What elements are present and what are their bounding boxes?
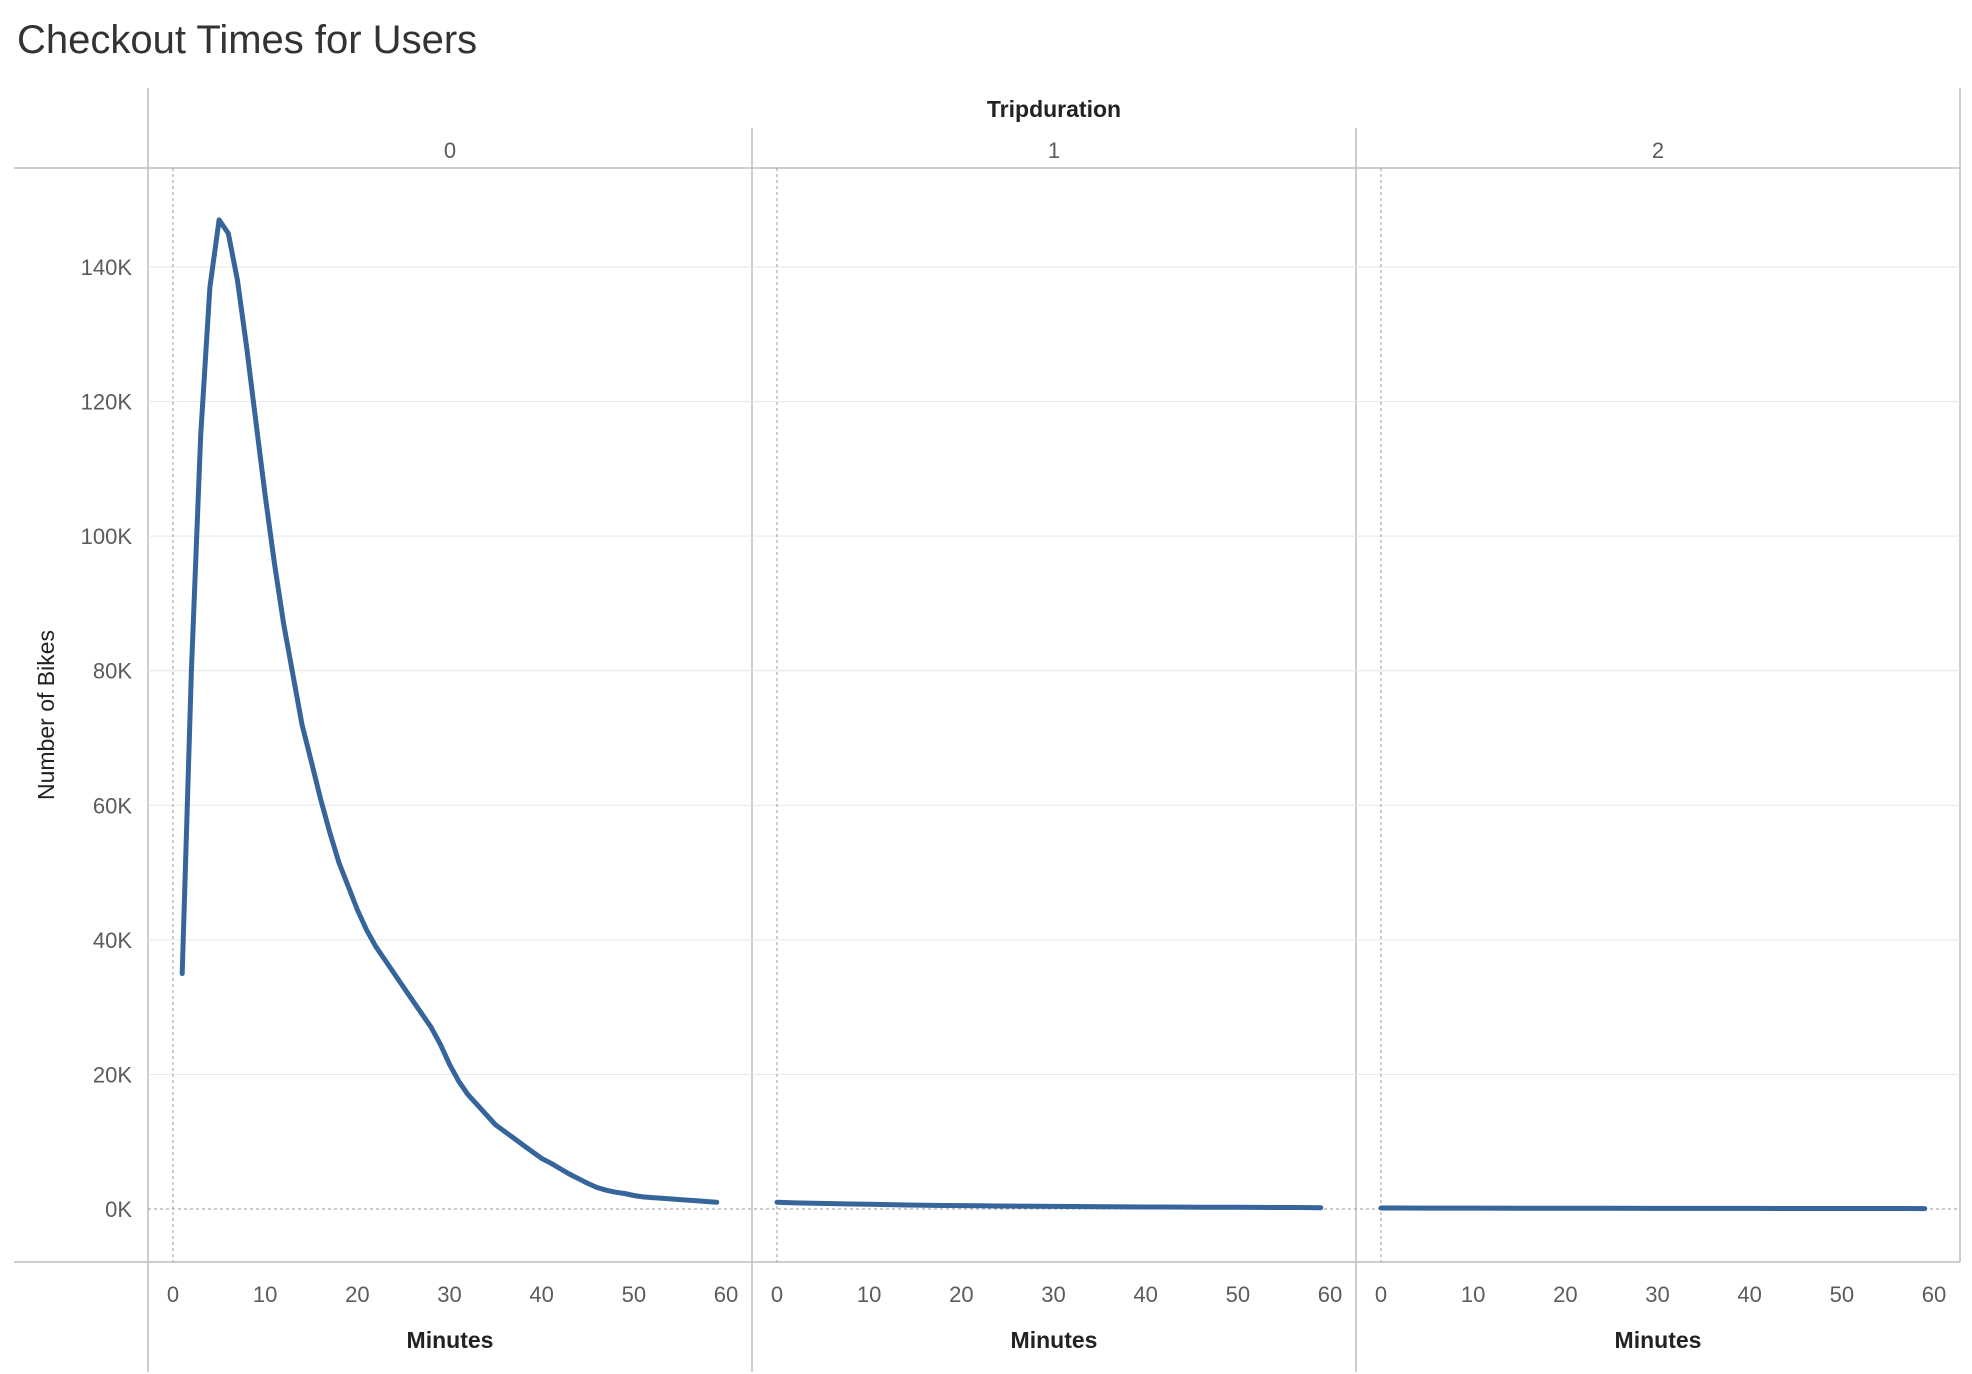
x-tick-label: 20 [1553, 1282, 1577, 1307]
x-tick-label: 60 [714, 1282, 738, 1307]
x-axis-label: Minutes [1011, 1327, 1098, 1353]
series-line [774, 1199, 1324, 1211]
x-tick-label: 30 [437, 1282, 461, 1307]
x-tick-label: 40 [1737, 1282, 1761, 1307]
facet-value-label: 0 [444, 138, 456, 163]
data-lines [179, 217, 1928, 1212]
chart-title: Checkout Times for Users [17, 18, 478, 62]
x-tick-label: 60 [1318, 1282, 1342, 1307]
series-line [179, 217, 720, 1205]
x-tick-label: 50 [622, 1282, 646, 1307]
y-tick-label: 80K [93, 659, 132, 684]
series-line [1378, 1205, 1928, 1212]
x-tick-label: 10 [857, 1282, 881, 1307]
x-tick-label: 50 [1830, 1282, 1854, 1307]
x-tick-label: 0 [771, 1282, 783, 1307]
x-tick-label: 40 [1133, 1282, 1157, 1307]
x-axes: 0 10 20 30 40 50 60 Minutes 0 10 20 30 40 50 60 Minutes… [167, 1282, 1946, 1353]
facet-value-label: 1 [1048, 138, 1060, 163]
y-tick-label: 0K [105, 1197, 132, 1222]
x-tick-label: 50 [1226, 1282, 1250, 1307]
y-tick-label: 140K [81, 255, 133, 280]
y-tick-label: 60K [93, 793, 132, 818]
x-tick-label: 0 [167, 1282, 179, 1307]
x-tick-label: 30 [1645, 1282, 1669, 1307]
x-axis-label: Minutes [1615, 1327, 1702, 1353]
x-tick-label: 10 [1461, 1282, 1485, 1307]
x-tick-label: 20 [345, 1282, 369, 1307]
x-tick-label: 30 [1041, 1282, 1065, 1307]
y-tick-label: 40K [93, 928, 132, 953]
y-axis: 0K 20K 40K 60K 80K 100K 120K 140K Number of Bike… [33, 255, 132, 1222]
y-tick-label: 100K [81, 524, 133, 549]
x-tick-label: 0 [1375, 1282, 1387, 1307]
x-tick-label: 10 [253, 1282, 277, 1307]
chart-frame [14, 88, 1961, 1372]
y-axis-label: Number of Bikes [33, 630, 59, 800]
y-tick-label: 20K [93, 1062, 132, 1087]
gridlines [148, 168, 1960, 1262]
x-tick-label: 20 [949, 1282, 973, 1307]
facet-value-label: 2 [1652, 138, 1664, 163]
x-tick-label: 40 [529, 1282, 553, 1307]
x-axis-label: Minutes [407, 1327, 494, 1353]
x-tick-label: 60 [1922, 1282, 1946, 1307]
facet-headers: Tripduration 0 1 2 [444, 96, 1664, 163]
facet-header-label: Tripduration [987, 96, 1121, 122]
y-tick-label: 120K [81, 390, 133, 415]
